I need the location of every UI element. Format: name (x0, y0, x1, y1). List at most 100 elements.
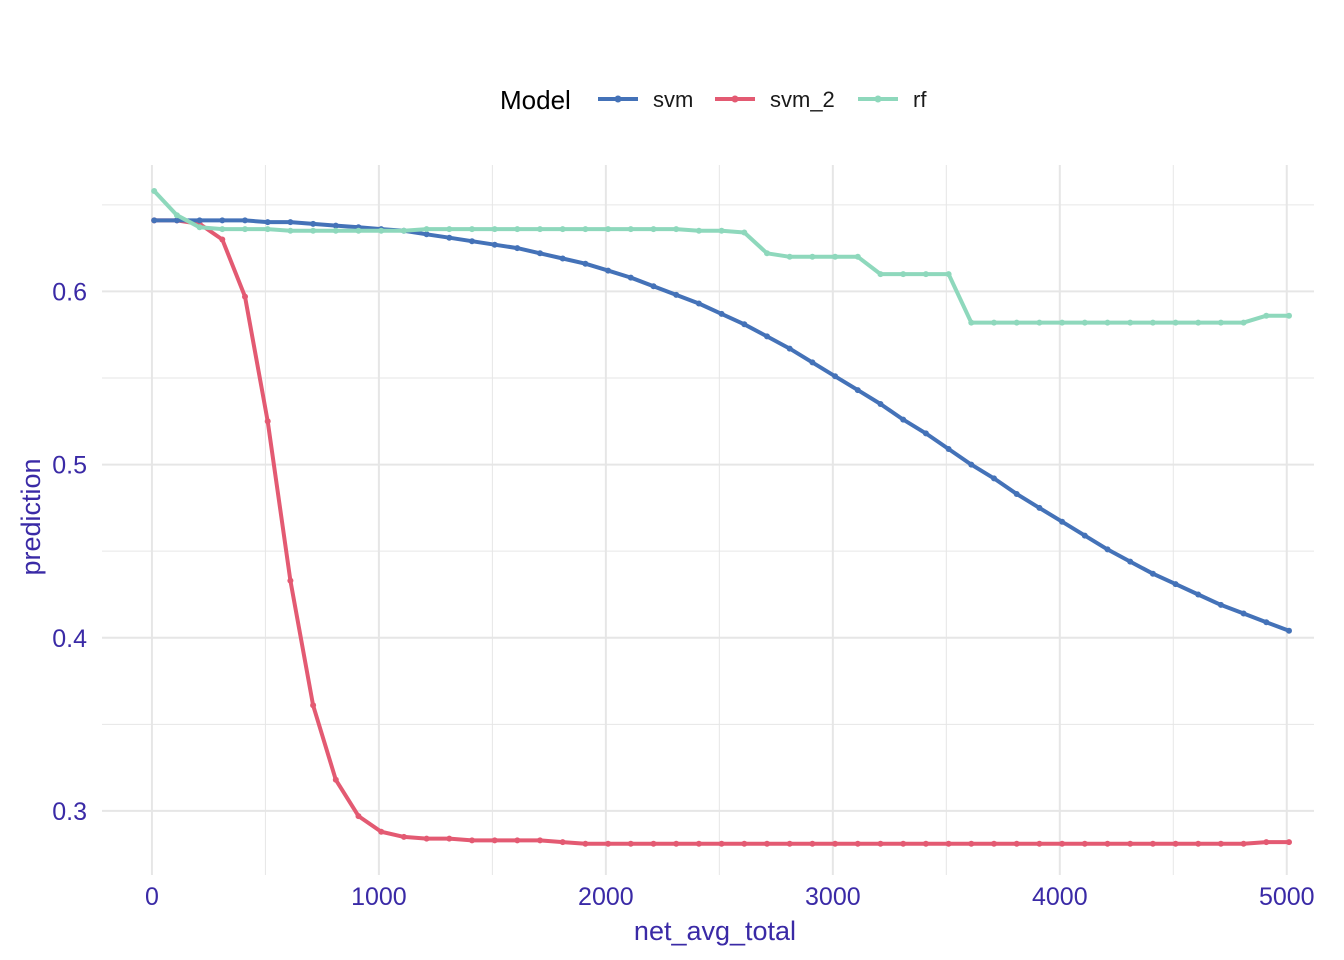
data-point (423, 226, 430, 233)
data-point (968, 840, 975, 847)
data-point (605, 267, 612, 274)
data-point (786, 345, 793, 352)
data-point (718, 840, 725, 847)
legend-item-svm-2: svm_2 (715, 87, 835, 112)
data-point (559, 226, 566, 233)
x-tick-label: 5000 (1259, 883, 1315, 911)
y-axis-ticks: 0.3 0.4 0.5 0.6 (52, 278, 87, 826)
legend-label: svm (653, 87, 693, 112)
data-point (1036, 319, 1043, 326)
data-point (1195, 319, 1202, 326)
data-point (446, 226, 453, 233)
data-point (491, 241, 498, 248)
data-point (196, 224, 203, 231)
legend: Model svm svm_2 rf (500, 85, 927, 115)
data-point (378, 828, 385, 835)
data-point (355, 227, 362, 234)
data-point (491, 226, 498, 233)
data-point (1127, 319, 1134, 326)
data-point (423, 231, 430, 238)
data-point (1059, 518, 1066, 525)
data-point (1217, 319, 1224, 326)
data-point (900, 416, 907, 423)
data-point (332, 776, 339, 783)
data-point (854, 840, 861, 847)
data-point (1217, 840, 1224, 847)
data-point (650, 840, 657, 847)
legend-swatch-point (731, 95, 739, 103)
data-point (242, 293, 248, 300)
data-point (423, 835, 430, 842)
data-point (1036, 840, 1043, 847)
series-layer (151, 188, 1292, 847)
data-point (877, 271, 884, 278)
data-point (1286, 312, 1292, 319)
y-axis-title: prediction (16, 458, 46, 575)
data-point (877, 840, 884, 847)
data-point (196, 217, 203, 224)
data-point (1172, 840, 1179, 847)
data-point (786, 253, 793, 260)
data-point (718, 227, 725, 234)
data-point (1059, 319, 1066, 326)
x-tick-label: 0 (145, 883, 159, 911)
legend-item-svm: svm (598, 87, 693, 112)
data-point (1240, 610, 1247, 617)
series-svm (151, 217, 1292, 634)
data-point (173, 212, 180, 219)
data-point (695, 227, 702, 234)
grid-lines (102, 165, 1314, 875)
data-point (809, 840, 816, 847)
data-point (764, 250, 770, 257)
data-point (491, 837, 498, 844)
data-point (1149, 319, 1156, 326)
data-point (1195, 840, 1202, 847)
data-point (627, 840, 634, 847)
data-point (1263, 619, 1270, 626)
data-point (695, 840, 702, 847)
data-point (446, 835, 453, 842)
series-line (152, 218, 1291, 633)
data-point (242, 226, 248, 233)
data-point (854, 253, 861, 260)
data-point (764, 840, 770, 847)
data-point (1195, 591, 1202, 598)
data-point (1172, 581, 1179, 588)
data-point (991, 475, 997, 482)
data-point (764, 333, 770, 340)
y-tick-label: 0.3 (52, 798, 87, 826)
data-point (854, 387, 861, 394)
data-point (287, 227, 294, 234)
legend-swatch-point (614, 95, 622, 103)
data-point (673, 840, 680, 847)
data-point (582, 260, 589, 267)
data-point (219, 217, 226, 224)
data-point (310, 702, 317, 709)
data-point (537, 837, 543, 844)
data-point (1013, 319, 1020, 326)
data-point (378, 227, 385, 234)
data-point (1104, 840, 1111, 847)
series-rf (151, 188, 1292, 326)
y-tick-label: 0.4 (52, 625, 87, 653)
data-point (559, 255, 566, 262)
data-point (1149, 570, 1156, 577)
legend-item-rf: rf (858, 87, 927, 112)
data-point (945, 271, 952, 278)
data-point (151, 188, 158, 194)
data-point (537, 226, 543, 233)
data-point (287, 219, 294, 226)
legend-label: svm_2 (770, 87, 835, 112)
data-point (968, 461, 975, 468)
legend-swatch-point (874, 95, 882, 103)
data-point (173, 217, 180, 224)
data-point (1240, 840, 1247, 847)
y-tick-label: 0.6 (52, 278, 87, 306)
data-point (514, 245, 521, 252)
data-point (650, 283, 657, 290)
x-tick-label: 2000 (578, 883, 634, 911)
x-tick-label: 3000 (805, 883, 861, 911)
y-tick-label: 0.5 (52, 452, 87, 480)
data-point (1286, 839, 1292, 846)
